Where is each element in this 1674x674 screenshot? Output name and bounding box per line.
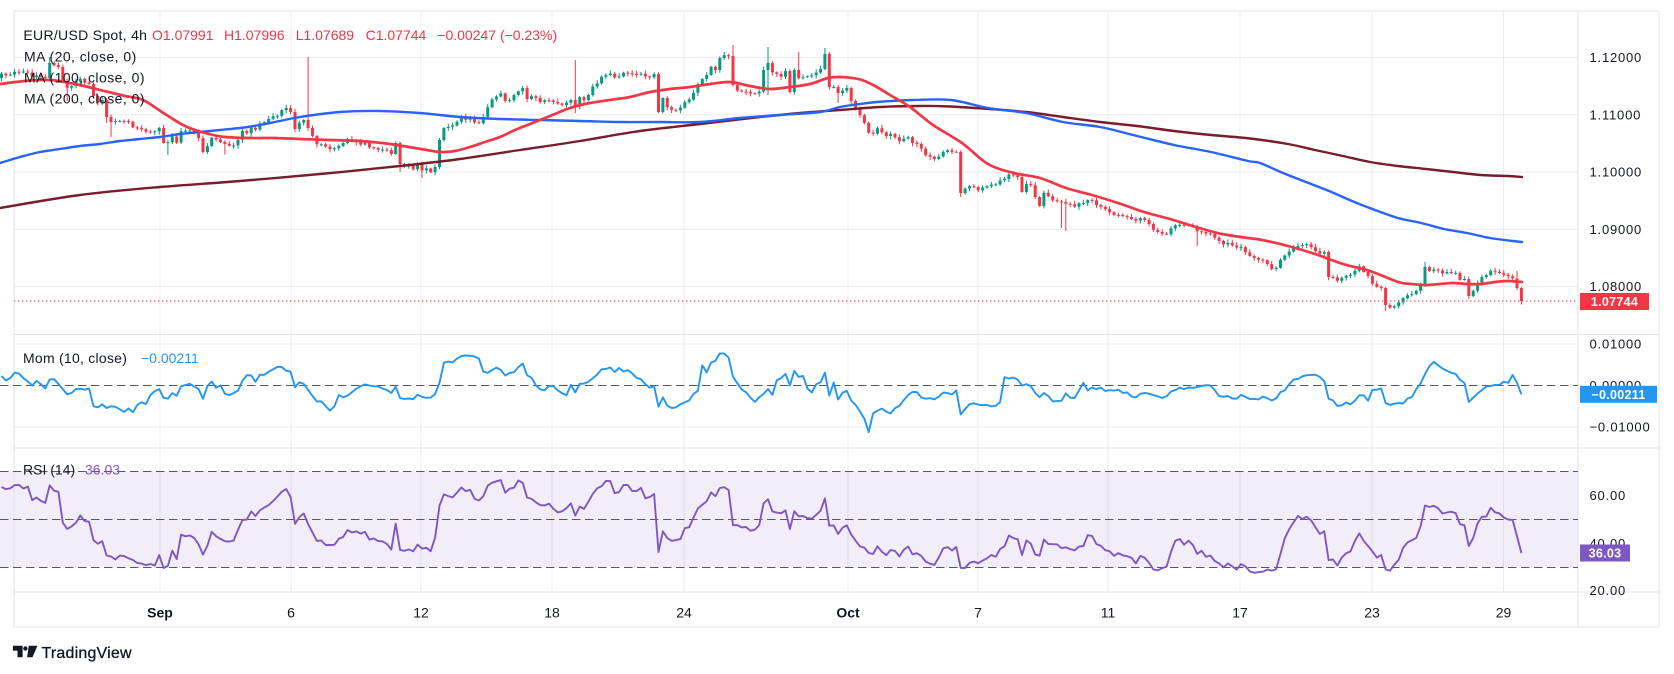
svg-text:Sep: Sep (147, 605, 173, 621)
svg-text:1.12000: 1.12000 (1590, 50, 1643, 65)
svg-text:29: 29 (1496, 605, 1512, 621)
svg-text:L1.07689: L1.07689 (296, 27, 355, 43)
svg-text:17: 17 (1232, 605, 1248, 621)
svg-text:−0.00211: −0.00211 (1591, 388, 1645, 402)
svg-text:EUR/USD Spot, 4h: EUR/USD Spot, 4h (23, 27, 147, 43)
svg-text:MA (100, close, 0): MA (100, close, 0) (24, 70, 145, 86)
svg-text:MA (20, close, 0): MA (20, close, 0) (24, 49, 137, 65)
svg-text:0.01000: 0.01000 (1590, 337, 1643, 352)
svg-text:18: 18 (544, 605, 560, 621)
svg-text:1.09000: 1.09000 (1590, 222, 1643, 237)
svg-text:−0.01000: −0.01000 (1590, 420, 1651, 435)
svg-text:1.11000: 1.11000 (1590, 107, 1642, 122)
svg-text:−0.00247 (−0.23%): −0.00247 (−0.23%) (437, 27, 557, 43)
svg-text:1.10000: 1.10000 (1590, 165, 1643, 180)
svg-text:Oct: Oct (836, 605, 860, 621)
svg-text:36.03: 36.03 (85, 462, 120, 478)
svg-text:TradingView: TradingView (42, 645, 132, 662)
svg-text:6: 6 (287, 605, 295, 621)
svg-text:RSI (14): RSI (14) (23, 462, 75, 478)
svg-text:36.03: 36.03 (1589, 547, 1622, 561)
svg-text:−0.00211: −0.00211 (141, 350, 199, 366)
svg-text:23: 23 (1364, 605, 1380, 621)
svg-text:60.00: 60.00 (1590, 488, 1627, 503)
svg-text:20.00: 20.00 (1590, 583, 1627, 598)
svg-text:H1.07996: H1.07996 (224, 27, 285, 43)
svg-text:11: 11 (1101, 605, 1116, 621)
svg-text:C1.07744: C1.07744 (366, 27, 427, 43)
svg-text:12: 12 (413, 605, 429, 621)
svg-text:MA (200, close, 0): MA (200, close, 0) (24, 91, 145, 107)
svg-text:1.08000: 1.08000 (1590, 279, 1643, 294)
svg-text:7: 7 (974, 605, 982, 621)
svg-text:O1.07991: O1.07991 (152, 27, 214, 43)
svg-text:24: 24 (676, 605, 692, 621)
svg-text:Mom (10, close): Mom (10, close) (23, 350, 127, 366)
svg-text:1.07744: 1.07744 (1591, 295, 1638, 309)
